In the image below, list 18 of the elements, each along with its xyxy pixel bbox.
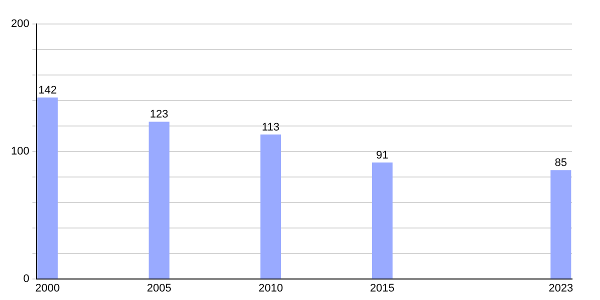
data-label: 142	[38, 84, 57, 96]
y-tick-label: 0	[23, 272, 30, 285]
bar	[37, 98, 58, 279]
y-tick-label: 100	[10, 145, 30, 158]
data-label: 85	[554, 157, 567, 170]
data-label: 113	[262, 121, 280, 134]
x-tick-label: 2010	[258, 282, 283, 294]
x-tick-label: 2015	[370, 282, 395, 294]
bar	[550, 170, 572, 279]
bar	[148, 122, 170, 279]
bar	[372, 162, 393, 279]
x-tick-label: 2023	[548, 282, 574, 294]
data-label: 91	[376, 149, 388, 162]
bar	[260, 134, 282, 279]
data-label: 123	[150, 108, 168, 121]
x-tick-label: 2000	[35, 282, 60, 294]
x-tick-label: 2005	[146, 282, 172, 294]
y-tick-label: 200	[10, 18, 30, 30]
